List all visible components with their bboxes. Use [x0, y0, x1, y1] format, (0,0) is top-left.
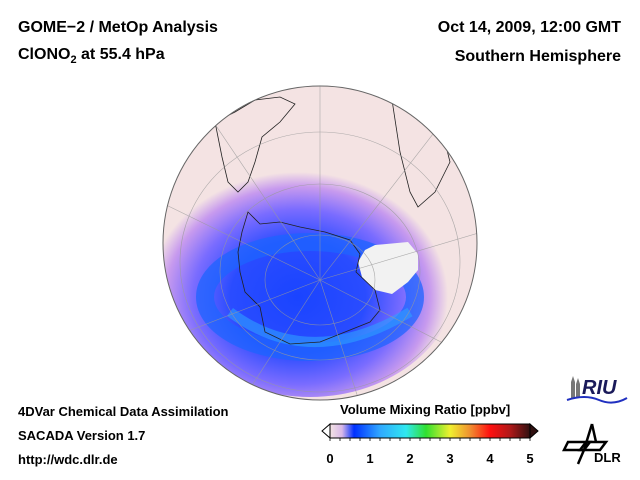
species-level: at 55.4 hPa [76, 46, 165, 63]
south-america-outline [214, 96, 296, 193]
globe-border [162, 85, 478, 401]
colorbar-under-arrow [321, 422, 331, 440]
footer-method: 4DVar Chemical Data Assimilation [18, 404, 229, 419]
colorbar-over-arrow [529, 422, 539, 440]
graticule [163, 86, 477, 400]
title-instrument: GOME−2 / MetOp Analysis [18, 19, 218, 36]
colorbar-tick-label: 2 [406, 451, 413, 466]
missing-data-patch [358, 242, 418, 294]
colorbar-gradient [329, 423, 531, 439]
hemisphere-label: Southern Hemisphere [454, 48, 621, 65]
cyan-arc [227, 307, 413, 347]
riu-logo: RIU [566, 376, 628, 404]
antarctica-outline [237, 211, 381, 345]
colorbar-ticks [329, 438, 531, 441]
colorbar-tick-label: 5 [526, 451, 533, 466]
blue-ring [196, 233, 424, 361]
colorbar-tick-label: 0 [326, 451, 333, 466]
colorbar: 0 1 2 3 4 5 [321, 422, 539, 466]
colorbar-tick-label: 1 [366, 451, 373, 466]
colorbar-labels: 0 1 2 3 4 5 [326, 451, 533, 466]
colorbar-title: Volume Mixing Ratio [ppbv] [340, 402, 511, 417]
datetime-label: Oct 14, 2009, 12:00 GMT [437, 19, 621, 36]
globe-map [162, 85, 478, 401]
cathedral-icon [571, 376, 580, 398]
river-wave [566, 396, 628, 404]
dlr-logo-text: DLR [594, 450, 621, 465]
footer-version: SACADA Version 1.7 [18, 428, 146, 443]
colorbar-tick-label: 3 [446, 451, 453, 466]
species-main: ClONO [18, 46, 71, 63]
riu-logo-text: RIU [582, 377, 617, 399]
footer-url[interactable]: http://wdc.dlr.de [18, 452, 118, 467]
colorbar-tick-label: 4 [486, 451, 494, 466]
title-species: ClONO2 at 55.4 hPa [18, 46, 165, 66]
dlr-emblem-icon [562, 423, 609, 465]
dlr-logo: DLR [562, 423, 621, 465]
species-subscript: 2 [70, 54, 77, 67]
